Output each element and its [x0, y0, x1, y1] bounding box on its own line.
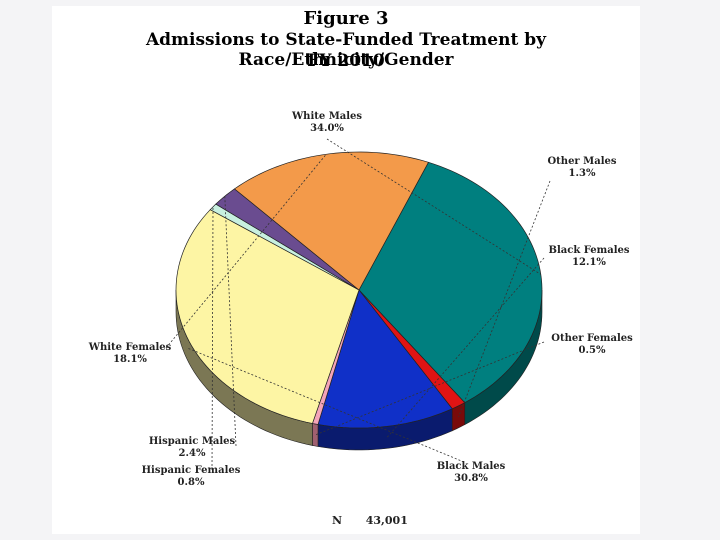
- label-other-females-name: Other Females: [551, 333, 633, 344]
- label-white-females-value: 18.1%: [113, 354, 147, 365]
- pie-chart: [165, 138, 551, 471]
- label-hispanic-females-value: 0.8%: [177, 477, 205, 488]
- leader-line-black-males: [186, 347, 465, 463]
- label-hispanic-males-name: Hispanic Males: [148, 436, 236, 447]
- label-white-males-name: White Males: [291, 111, 363, 122]
- label-other-males: Other Males 1.3%: [532, 156, 632, 180]
- label-hispanic-males-value: 2.4%: [178, 448, 206, 459]
- sample-size-label: N: [332, 514, 343, 527]
- label-other-males-value: 1.3%: [568, 168, 596, 179]
- label-black-males: Black Males 30.8%: [426, 461, 516, 485]
- label-hispanic-females: Hispanic Females 0.8%: [136, 465, 246, 489]
- chart-canvas: Figure 3 Admissions to State-Funded Trea…: [52, 6, 640, 534]
- label-black-females-name: Black Females: [548, 245, 630, 256]
- label-white-males-value: 34.0%: [310, 123, 344, 134]
- label-other-males-name: Other Males: [547, 156, 617, 167]
- label-white-males: White Males 34.0%: [267, 111, 387, 135]
- label-white-females-name: White Females: [88, 342, 172, 353]
- label-black-males-name: Black Males: [436, 461, 506, 472]
- label-black-males-value: 30.8%: [454, 473, 488, 484]
- chart-title: Figure 3: [303, 8, 389, 29]
- label-black-females: Black Females 12.1%: [544, 245, 634, 269]
- label-black-females-value: 12.1%: [572, 257, 606, 268]
- chart-subtitle-year: FY 2010: [307, 51, 385, 71]
- label-white-females: White Females 18.1%: [82, 342, 178, 366]
- label-other-females-value: 0.5%: [578, 345, 606, 356]
- pie-slice-black-males: [175, 209, 360, 424]
- label-other-females: Other Females 0.5%: [544, 333, 640, 357]
- pie-side-other-females: [312, 423, 319, 447]
- leader-line-other-females: [315, 341, 545, 436]
- sample-size: N 43,001: [332, 514, 408, 527]
- leader-line-white-females: [165, 153, 327, 349]
- pie-slice-white-females: [233, 151, 429, 291]
- label-hispanic-females-name: Hispanic Females: [141, 465, 241, 476]
- sample-size-value: 43,001: [365, 514, 408, 527]
- pie-slice-hispanic-males: [215, 188, 360, 291]
- pie-slice-black-females: [317, 289, 453, 429]
- pie-slice-white-males: [358, 161, 543, 404]
- leader-line-hispanic-males: [224, 196, 237, 447]
- label-hispanic-males: Hispanic Males 2.4%: [144, 436, 240, 460]
- chart-subtitle: Admissions to State-Funded Treatment by …: [145, 30, 547, 70]
